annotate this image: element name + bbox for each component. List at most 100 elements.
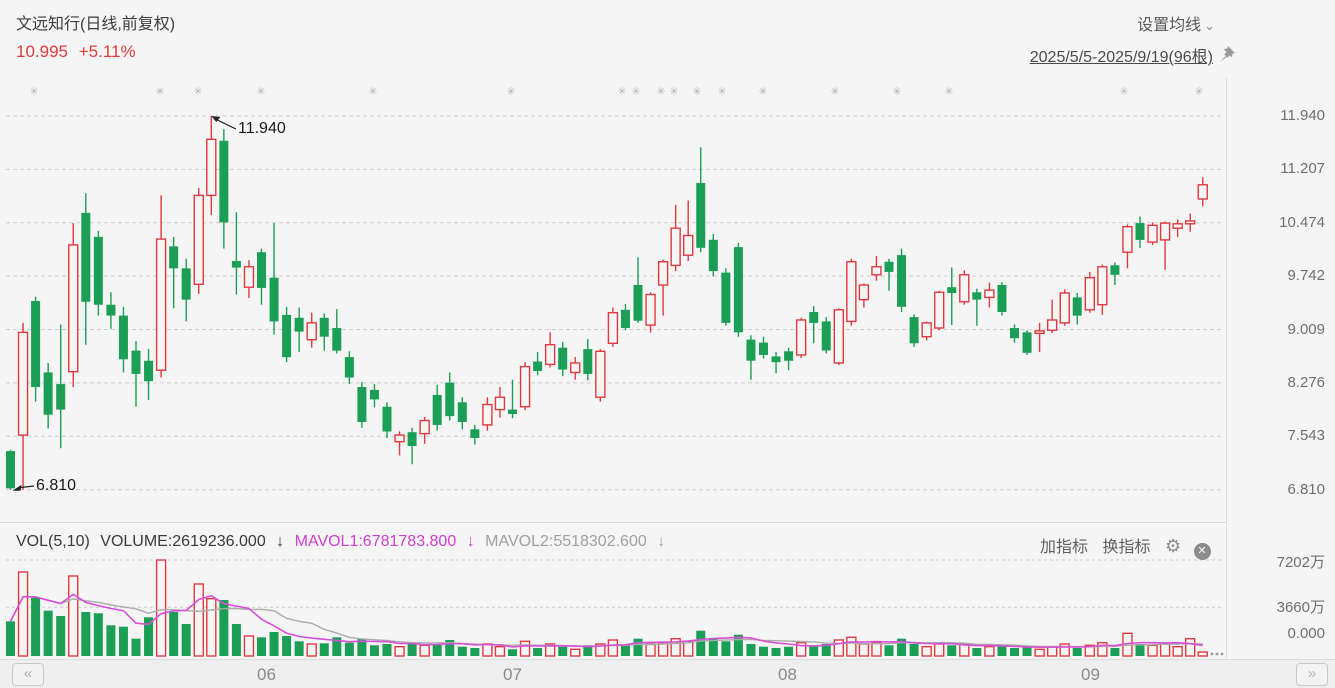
scroll-left-button[interactable]: «	[12, 663, 44, 686]
candle-body-up	[206, 138, 217, 197]
event-marker-icon[interactable]: ✳	[758, 86, 767, 98]
candle-body-up	[1097, 266, 1108, 306]
event-marker-icon[interactable]: ✳	[506, 86, 515, 98]
volume-tick-label: 0.000	[1287, 625, 1325, 642]
volume-bar-up	[306, 643, 317, 657]
price-tick-label: 11.207	[1280, 160, 1325, 178]
event-marker-icon[interactable]: ✳	[29, 86, 38, 98]
candle-body-up	[645, 293, 656, 326]
event-marker-icon[interactable]: ✳	[717, 86, 726, 98]
high-arrow-head	[211, 116, 221, 122]
candle-body-down	[708, 239, 718, 272]
event-marker-icon[interactable]: ✳	[944, 86, 953, 98]
candle-body-up	[833, 309, 844, 364]
volume-bar-down	[269, 632, 279, 656]
candle-body-up	[1159, 222, 1171, 241]
volume-bar-down	[746, 644, 756, 656]
date-range-link[interactable]: 2025/5/5-2025/9/19(96根)	[1029, 49, 1213, 66]
axis-divider	[1226, 78, 1227, 658]
volume-bar-up	[1197, 651, 1208, 657]
price-tick-label: 9.009	[1287, 320, 1325, 338]
event-marker-icon[interactable]: ✳	[892, 86, 901, 98]
candle-body-down	[457, 402, 467, 422]
volume-bar-down	[357, 638, 367, 656]
scrollbar-track[interactable]	[0, 659, 1335, 688]
volume-bar-down	[470, 648, 480, 656]
volume-bar-down	[821, 644, 831, 656]
event-marker-icon[interactable]: ✳	[692, 86, 701, 98]
volume-bar-down	[508, 649, 517, 656]
candle-body-up	[243, 266, 255, 288]
candle-body-down	[470, 429, 480, 438]
gear-icon[interactable]: ⚙	[1164, 536, 1182, 556]
candle-body-up	[494, 396, 506, 411]
mavol1-down-arrow-icon[interactable]: ↓	[466, 533, 475, 550]
volume-bar-down	[181, 624, 191, 656]
volume-bar-down	[558, 646, 568, 656]
volume-bar-down	[583, 645, 593, 656]
candle-body-down	[972, 292, 982, 300]
volume-bar-up	[68, 575, 79, 657]
volume-bar-up	[494, 646, 506, 657]
candle-body-down	[1022, 332, 1032, 353]
candle-body-down	[1010, 328, 1019, 339]
add-indicator-button[interactable]: 加指标	[1040, 539, 1089, 556]
ma-settings-label: 设置均线	[1137, 17, 1202, 34]
price-tick-label: 11.940	[1280, 107, 1325, 124]
volume-down-arrow-icon[interactable]: ↓	[276, 533, 285, 550]
ma-settings-button[interactable]: 设置均线 ⌄	[1137, 11, 1215, 35]
change-percent: +5.11%	[78, 42, 136, 61]
candle-body-down	[257, 252, 266, 288]
volume-bar-down	[219, 600, 229, 656]
event-marker-icon[interactable]: ✳	[631, 86, 640, 98]
event-marker-icon[interactable]: ✳	[1194, 86, 1203, 98]
volume-bar-up	[155, 559, 167, 657]
volume-bar-up	[1046, 646, 1058, 657]
event-marker-icon[interactable]: ✳	[155, 86, 164, 98]
candle-body-down	[93, 236, 103, 305]
volume-bar-down	[369, 645, 379, 656]
more-data-dots	[1220, 652, 1224, 656]
volume-bar-down	[771, 648, 781, 656]
candle-body-down	[144, 360, 154, 382]
candle-body-down	[445, 382, 455, 417]
candle-body-up	[607, 312, 619, 345]
candle-body-up	[519, 365, 531, 408]
scroll-right-button[interactable]: »	[1296, 663, 1328, 686]
candle-body-down	[909, 317, 919, 344]
event-marker-icon[interactable]: ✳	[1119, 86, 1128, 98]
pane-divider	[0, 522, 1226, 523]
candle-body-down	[897, 255, 907, 307]
candle-body-up	[1147, 224, 1158, 243]
price-tick-label: 10.474	[1279, 213, 1325, 231]
event-marker-icon[interactable]: ✳	[617, 86, 626, 98]
volume-bar-down	[972, 648, 982, 656]
event-marker-icon[interactable]: ✳	[830, 86, 839, 98]
volume-bar-down	[43, 610, 53, 656]
event-marker-icon[interactable]: ✳	[256, 86, 265, 98]
volume-bar-up	[1034, 648, 1045, 657]
candle-body-up	[1172, 223, 1183, 229]
event-marker-icon[interactable]: ✳	[669, 86, 678, 98]
price-tick-label: 7.543	[1287, 427, 1325, 445]
candle-body-down	[131, 350, 141, 374]
candle-body-down	[344, 357, 354, 378]
volume-bar-down	[708, 638, 718, 656]
low-arrow-head	[12, 484, 22, 491]
candle-body-down	[357, 387, 367, 422]
high-annotation-arrow	[215, 118, 237, 130]
event-marker-icon[interactable]: ✳	[656, 86, 665, 98]
change-indicator-button[interactable]: 换指标	[1102, 539, 1151, 556]
volume-bar-down	[445, 640, 455, 656]
close-indicator-icon[interactable]: ✕	[1193, 543, 1211, 560]
event-marker-icon[interactable]: ✳	[368, 86, 377, 98]
volume-bar-down	[31, 597, 41, 656]
volume-bar-down	[319, 643, 329, 656]
volume-bar-up	[846, 636, 857, 657]
volume-bar-down	[282, 636, 292, 656]
pin-icon[interactable]	[1217, 44, 1237, 69]
candle-body-up	[570, 362, 581, 374]
event-marker-icon[interactable]: ✳	[193, 86, 202, 98]
mavol2-down-arrow-icon[interactable]: ↓	[657, 533, 666, 550]
